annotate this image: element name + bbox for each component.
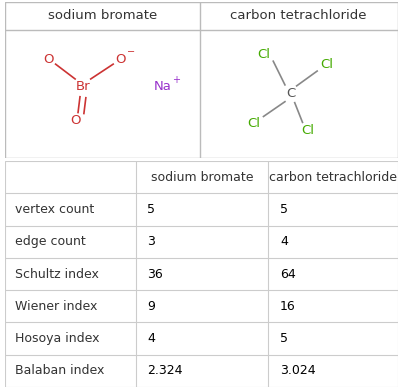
Text: 64: 64 [280,268,296,280]
Text: Wiener index: Wiener index [15,300,97,313]
Text: vertex count: vertex count [15,203,94,216]
Text: carbon tetrachloride: carbon tetrachloride [269,170,397,184]
Text: Cl: Cl [301,124,314,137]
Text: −: − [127,47,135,57]
Text: carbon tetrachloride: carbon tetrachloride [231,9,367,22]
Text: 4: 4 [280,235,288,248]
Text: 5: 5 [280,203,288,216]
Text: C: C [286,87,295,100]
Text: Balaban index: Balaban index [15,364,104,377]
Text: 3: 3 [147,235,155,248]
Text: sodium bromate: sodium bromate [48,9,157,22]
Text: Na: Na [154,80,172,93]
Text: 2.324: 2.324 [147,364,183,377]
Text: sodium bromate: sodium bromate [151,170,253,184]
Text: O: O [115,53,125,66]
Text: 16: 16 [280,300,296,313]
Text: O: O [70,114,80,127]
Text: edge count: edge count [15,235,85,248]
Text: 4: 4 [147,332,155,345]
Text: 9: 9 [147,300,155,313]
Text: O: O [44,53,54,66]
Text: Cl: Cl [320,58,333,71]
Text: 3.024: 3.024 [280,364,316,377]
Text: Cl: Cl [247,117,260,130]
Text: +: + [172,75,180,85]
Text: 5: 5 [147,203,155,216]
Text: 5: 5 [280,332,288,345]
Text: Br: Br [76,80,90,93]
Text: Hosoya index: Hosoya index [15,332,99,345]
Text: Schultz index: Schultz index [15,268,98,280]
Text: 36: 36 [147,268,163,280]
Text: Cl: Cl [257,48,270,61]
